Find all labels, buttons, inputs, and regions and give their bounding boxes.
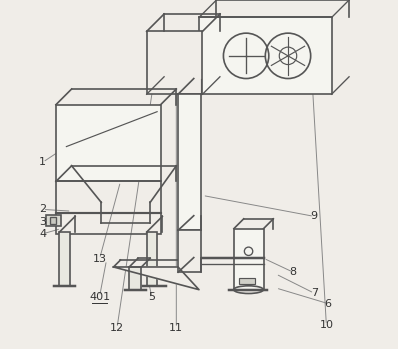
Text: 9: 9 [310,211,318,221]
Text: 8: 8 [290,267,297,277]
FancyBboxPatch shape [146,232,157,286]
Text: 13: 13 [92,254,107,264]
FancyBboxPatch shape [59,232,70,286]
FancyBboxPatch shape [239,278,255,284]
Text: 1: 1 [39,157,46,167]
FancyBboxPatch shape [234,229,263,290]
Text: 7: 7 [310,288,318,298]
Text: 3: 3 [39,217,46,227]
Polygon shape [113,267,199,290]
FancyBboxPatch shape [47,215,61,226]
FancyBboxPatch shape [56,105,161,181]
Text: 2: 2 [39,205,46,214]
Text: 12: 12 [110,323,124,333]
FancyBboxPatch shape [199,17,332,94]
FancyBboxPatch shape [129,267,141,290]
Text: 5: 5 [148,292,155,302]
Text: 11: 11 [169,323,183,333]
FancyBboxPatch shape [146,31,203,94]
Text: 401: 401 [89,292,110,302]
FancyBboxPatch shape [50,217,56,224]
FancyBboxPatch shape [178,230,201,272]
Text: 6: 6 [325,299,332,309]
Text: 10: 10 [319,320,334,330]
FancyBboxPatch shape [178,94,201,230]
Text: 4: 4 [39,229,46,239]
